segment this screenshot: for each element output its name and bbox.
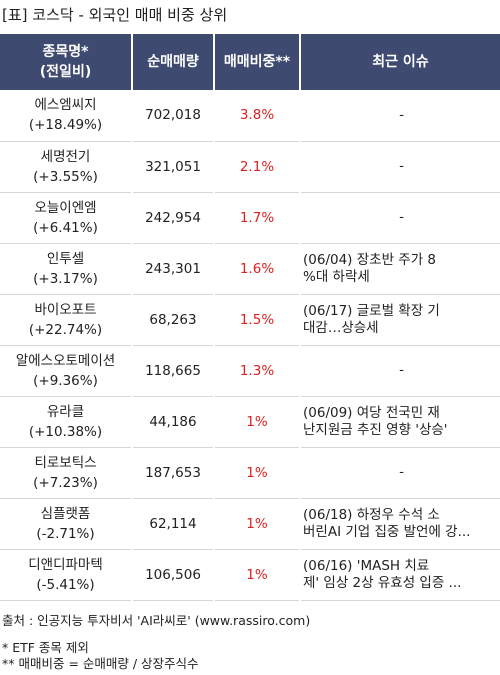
recent-issue: - [300, 447, 500, 499]
stock-change: (+3.17%) [33, 270, 98, 287]
recent-issue[interactable]: (06/18) 하정우 수석 소 버린AI 기업 집중 발언에 강... [300, 498, 500, 550]
stock-cell: 알에스오토메이션 (+9.36%) [0, 345, 133, 397]
stock-name: 세명전기 [40, 148, 91, 165]
issue-text: - [399, 106, 404, 123]
stock-name: 인투셀 [46, 250, 85, 267]
footnote-ratio: ** 매매비중 = 순매매량 / 상장주식수 [2, 656, 199, 671]
recent-issue: - [300, 90, 500, 142]
header-name: 종목명* (전일비) [0, 34, 133, 90]
issue-text: - [399, 362, 404, 378]
recent-issue[interactable]: (06/17) 글로벌 확장 기 대감…상승세 [300, 294, 500, 346]
ranking-table: 종목명* (전일비) 순매매량 매매비중** 최근 이슈 에스엠씨지 (+18.4… [0, 34, 500, 601]
table-row: 에스엠씨지 (+18.49%) 702,018 3.8% - [0, 90, 500, 142]
stock-name: 알에스오토메이션 [15, 352, 116, 369]
net-volume: 321,051 [132, 141, 215, 193]
header-volume: 순매매량 [132, 34, 215, 90]
table-row: 디앤디파마텍 (-5.41%) 106,506 1% (06/16) 'MASH 치료 … [0, 549, 500, 601]
stock-cell: 바이오포트 (+22.74%) [0, 294, 133, 346]
stock-change: (+3.55%) [33, 168, 98, 185]
header-ratio: 매매비중** [214, 34, 301, 90]
issue-text: - [399, 158, 404, 174]
table-row: 심플랫폼 (-2.71%) 62,114 1% (06/18) 하정우 수석 소 버린A… [0, 498, 500, 550]
recent-issue: - [300, 141, 500, 193]
net-volume: 702,018 [132, 90, 215, 142]
stock-change: (-5.41%) [36, 576, 95, 593]
stock-name: 바이오포트 [34, 301, 97, 318]
table-row: 세명전기 (+3.55%) 321,051 2.1% - [0, 141, 500, 193]
stock-name: 유라클 [46, 403, 85, 420]
issue-text: (06/16) 'MASH 치료 제' 임상 2상 유효성 입증 ... [303, 557, 462, 591]
stock-cell: 오늘이엔엠 (+6.41%) [0, 192, 133, 244]
trade-ratio: 3.8% [214, 90, 301, 142]
stock-cell: 디앤디파마텍 (-5.41%) [0, 549, 133, 601]
recent-issue[interactable]: (06/16) 'MASH 치료 제' 임상 2상 유효성 입증 ... [300, 549, 500, 601]
stock-name: 티로보틱스 [34, 454, 97, 471]
net-volume: 243,301 [132, 243, 215, 295]
trade-ratio: 1% [214, 498, 301, 550]
issue-text: (06/09) 여당 전국민 재 난지원금 추진 영향 '상승' [303, 404, 448, 438]
net-volume: 187,653 [132, 447, 215, 499]
table-row: 티로보틱스 (+7.23%) 187,653 1% - [0, 447, 500, 499]
recent-issue: - [300, 345, 500, 397]
net-volume: 118,665 [132, 345, 215, 397]
table-row: 알에스오토메이션 (+9.36%) 118,665 1.3% - [0, 345, 500, 397]
trade-ratio: 1% [214, 447, 301, 499]
trade-ratio: 1.7% [214, 192, 301, 244]
table-title: [표] 코스닥 - 외국인 매매 비중 상위 [2, 6, 228, 24]
trade-ratio: 1.3% [214, 345, 301, 397]
stock-change: (+10.38%) [28, 423, 103, 440]
net-volume: 106,506 [132, 549, 215, 601]
issue-text: - [399, 464, 404, 480]
stock-change: (+7.23%) [33, 474, 98, 491]
table-row: 바이오포트 (+22.74%) 68,263 1.5% (06/17) 글로벌 확장 기… [0, 294, 500, 346]
trade-ratio: 1.5% [214, 294, 301, 346]
header-row: 종목명* (전일비) 순매매량 매매비중** 최근 이슈 [0, 34, 500, 90]
stock-cell: 에스엠씨지 (+18.49%) [0, 90, 133, 142]
footnote-etf: * ETF 종목 제외 [2, 640, 89, 655]
stock-name: 디앤디파마텍 [28, 556, 103, 573]
stock-cell: 심플랫폼 (-2.71%) [0, 498, 133, 550]
trade-ratio: 1% [214, 396, 301, 448]
table-row: 유라클 (+10.38%) 44,186 1% (06/09) 여당 전국민 재 난지원… [0, 396, 500, 448]
recent-issue[interactable]: (06/04) 장초반 주가 8 %대 하락세 [300, 243, 500, 295]
net-volume: 68,263 [132, 294, 215, 346]
stock-change: (-2.71%) [36, 525, 95, 542]
stock-change: (+6.41%) [33, 219, 98, 236]
trade-ratio: 1.6% [214, 243, 301, 295]
net-volume: 242,954 [132, 192, 215, 244]
issue-text: (06/04) 장초반 주가 8 %대 하락세 [303, 251, 437, 285]
issue-text: (06/17) 글로벌 확장 기 대감…상승세 [303, 302, 440, 336]
stock-cell: 유라클 (+10.38%) [0, 396, 133, 448]
stock-cell: 티로보틱스 (+7.23%) [0, 447, 133, 499]
issue-text: (06/18) 하정우 수석 소 버린AI 기업 집중 발언에 강... [303, 506, 471, 540]
trade-ratio: 2.1% [214, 141, 301, 193]
stock-name: 심플랫폼 [40, 505, 91, 522]
stock-change: (+18.49%) [28, 117, 103, 134]
source-note: 출처 : 인공지능 투자비서 'AI라씨로' (www.rassiro.com) [2, 613, 311, 628]
header-issue: 최근 이슈 [300, 34, 500, 90]
stock-change: (+9.36%) [33, 372, 98, 389]
net-volume: 44,186 [132, 396, 215, 448]
recent-issue[interactable]: (06/09) 여당 전국민 재 난지원금 추진 영향 '상승' [300, 396, 500, 448]
stock-change: (+22.74%) [28, 321, 103, 338]
stock-cell: 인투셀 (+3.17%) [0, 243, 133, 295]
stock-name: 에스엠씨지 [34, 97, 97, 114]
stock-name: 오늘이엔엠 [34, 199, 97, 216]
stock-cell: 세명전기 (+3.55%) [0, 141, 133, 193]
recent-issue: - [300, 192, 500, 244]
table-row: 오늘이엔엠 (+6.41%) 242,954 1.7% - [0, 192, 500, 244]
trade-ratio: 1% [214, 549, 301, 601]
table-row: 인투셀 (+3.17%) 243,301 1.6% (06/04) 장초반 주가 8 %… [0, 243, 500, 295]
issue-text: - [399, 209, 404, 225]
net-volume: 62,114 [132, 498, 215, 550]
